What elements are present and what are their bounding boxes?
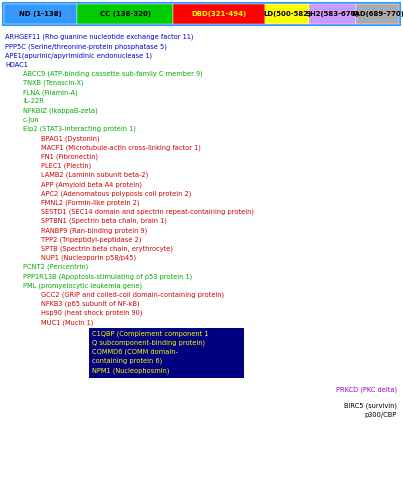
Text: IL-22R: IL-22R [23, 98, 44, 104]
Text: TNXB (Tenascin-X): TNXB (Tenascin-X) [23, 80, 84, 86]
Text: NPM1 (Nucleophosmin): NPM1 (Nucleophosmin) [92, 367, 170, 374]
Text: MACF1 (Microtubule-actin cross-linking factor 1): MACF1 (Microtubule-actin cross-linking f… [41, 144, 201, 151]
Text: SESTD1 (SEC14 domain and spectrin repeat-containing protein): SESTD1 (SEC14 domain and spectrin repeat… [41, 209, 254, 216]
Text: TAD(689-770): TAD(689-770) [350, 11, 403, 17]
Text: CC (138-320): CC (138-320) [100, 11, 151, 17]
Text: SPTB (Spectrin beta chain, erythrocyte): SPTB (Spectrin beta chain, erythrocyte) [41, 246, 173, 252]
Text: BIRC5 (survivin): BIRC5 (survivin) [344, 403, 397, 409]
Text: HDAC1: HDAC1 [5, 62, 28, 68]
Text: c-Jun: c-Jun [23, 117, 39, 123]
Text: LD(500-582): LD(500-582) [263, 11, 311, 17]
Text: PPP1R13B (Apoptosis-stimulating of p53 protein 1): PPP1R13B (Apoptosis-stimulating of p53 p… [23, 273, 192, 280]
Text: NFKB3 (p65 subunit of NF-kB): NFKB3 (p65 subunit of NF-kB) [41, 301, 139, 308]
Text: FLNA (Filamin-A): FLNA (Filamin-A) [23, 89, 78, 96]
Text: BPAG1 (Dystonin): BPAG1 (Dystonin) [41, 135, 100, 141]
Text: Q subcomponent-binding protein): Q subcomponent-binding protein) [92, 340, 205, 346]
Text: TPP2 (Tripeptidyl-peptidase 2): TPP2 (Tripeptidyl-peptidase 2) [41, 236, 141, 243]
Text: PML (promyelocytic leukemia gene): PML (promyelocytic leukemia gene) [23, 282, 142, 289]
Text: ND (1-138): ND (1-138) [19, 11, 62, 17]
Text: SPTBN1 (Spectrin beta chain, brain 1): SPTBN1 (Spectrin beta chain, brain 1) [41, 218, 167, 224]
Bar [3, 3, 400, 25]
Text: containing protein 6): containing protein 6) [92, 358, 162, 364]
Text: ARHGEF11 (Rho guanine nucleotide exchange factor 11): ARHGEF11 (Rho guanine nucleotide exchang… [5, 34, 193, 40]
Text: PLEC1 (Plectin): PLEC1 (Plectin) [41, 163, 91, 170]
Bar [89, 328, 244, 378]
Text: NFKBIZ (IkappaB-zeta): NFKBIZ (IkappaB-zeta) [23, 108, 98, 114]
Text: ABCC9 (ATP-binding cassette sub-family C member 9): ABCC9 (ATP-binding cassette sub-family C… [23, 71, 203, 78]
Text: MUC1 (Mucin 1): MUC1 (Mucin 1) [41, 319, 93, 326]
Text: Elp2 (STAT3-interacting protein 1): Elp2 (STAT3-interacting protein 1) [23, 126, 136, 132]
Text: DBD(321-494): DBD(321-494) [191, 11, 247, 17]
Text: PRKCD (PKC delta): PRKCD (PKC delta) [336, 386, 397, 393]
Bar [173, 4, 265, 24]
Text: PCNT2 (Pericentrin): PCNT2 (Pericentrin) [23, 264, 88, 270]
Bar [265, 4, 309, 24]
Bar [309, 4, 355, 24]
Text: SH2(583-670): SH2(583-670) [305, 11, 359, 17]
Text: Hsp90 (heat shock protein 90): Hsp90 (heat shock protein 90) [41, 310, 143, 316]
Bar [4, 4, 77, 24]
Text: C1QBP (Complement component 1: C1QBP (Complement component 1 [92, 330, 208, 337]
Text: APE1(apurinic/apyrimidinic endonuclease 1): APE1(apurinic/apyrimidinic endonuclease … [5, 52, 152, 59]
Bar [355, 4, 399, 24]
Text: p300/CBP: p300/CBP [365, 412, 397, 418]
Text: RANBP9 (Ran-binding protein 9): RANBP9 (Ran-binding protein 9) [41, 227, 147, 234]
Text: APP (Amyloid beta A4 protein): APP (Amyloid beta A4 protein) [41, 181, 142, 188]
Bar [77, 4, 173, 24]
Text: GCC2 (GRIP and coiled-coil domain-containing protein): GCC2 (GRIP and coiled-coil domain-contai… [41, 292, 224, 298]
Text: FMNL2 (Formin-like protein 2): FMNL2 (Formin-like protein 2) [41, 200, 139, 206]
Text: APC2 (Adenomatous polyposis coli protein 2): APC2 (Adenomatous polyposis coli protein… [41, 190, 191, 197]
Text: PPP5C (Serine/threonine-protein phosphatase 5): PPP5C (Serine/threonine-protein phosphat… [5, 43, 167, 50]
Text: NUP1 (Nucleoporin p58/p45): NUP1 (Nucleoporin p58/p45) [41, 255, 136, 262]
Text: LAMB2 (Laminin subunit beta-2): LAMB2 (Laminin subunit beta-2) [41, 172, 148, 178]
Text: FN1 (Fibronectin): FN1 (Fibronectin) [41, 154, 98, 160]
Text: COMMD6 (COMM domain-: COMMD6 (COMM domain- [92, 349, 178, 356]
